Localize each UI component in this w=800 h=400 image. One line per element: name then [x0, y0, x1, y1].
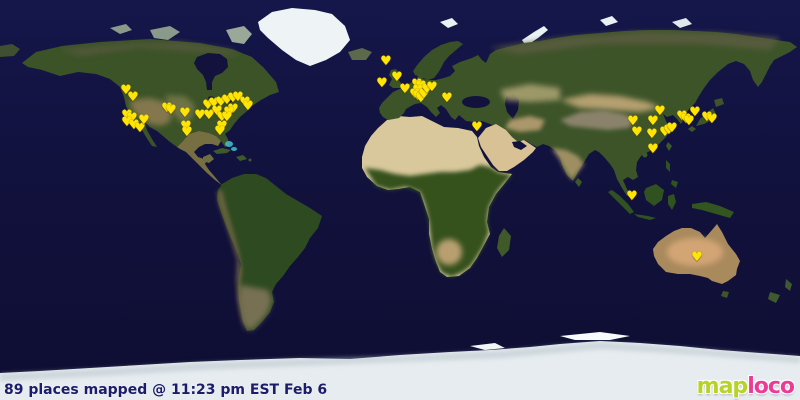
logo-map: map [696, 374, 749, 399]
ireland [379, 78, 386, 85]
caption: 89 places mapped @ 11:23 pm EST Feb 6 [4, 382, 328, 398]
madagascar [497, 228, 511, 257]
arabia [478, 124, 536, 171]
logo-loco: loco [747, 374, 795, 399]
maploco-logo[interactable]: maploco [696, 374, 795, 399]
central-america [177, 131, 223, 186]
scandinavia [413, 41, 463, 80]
antarctica [0, 341, 800, 400]
britain [389, 69, 401, 88]
japan [714, 98, 724, 107]
greenland [258, 8, 350, 66]
